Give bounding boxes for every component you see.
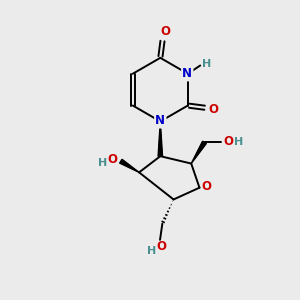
Text: O: O bbox=[209, 103, 219, 116]
Text: H: H bbox=[202, 59, 211, 69]
Text: O: O bbox=[160, 26, 170, 38]
Text: O: O bbox=[156, 240, 166, 253]
Polygon shape bbox=[158, 122, 163, 156]
Text: H: H bbox=[98, 158, 107, 168]
Text: O: O bbox=[223, 135, 233, 148]
Text: O: O bbox=[108, 153, 118, 166]
Polygon shape bbox=[191, 141, 206, 164]
Text: N: N bbox=[155, 114, 165, 127]
Text: O: O bbox=[201, 180, 211, 193]
Polygon shape bbox=[120, 159, 139, 172]
Text: H: H bbox=[147, 246, 156, 256]
Text: N: N bbox=[182, 67, 192, 80]
Text: H: H bbox=[234, 137, 243, 147]
